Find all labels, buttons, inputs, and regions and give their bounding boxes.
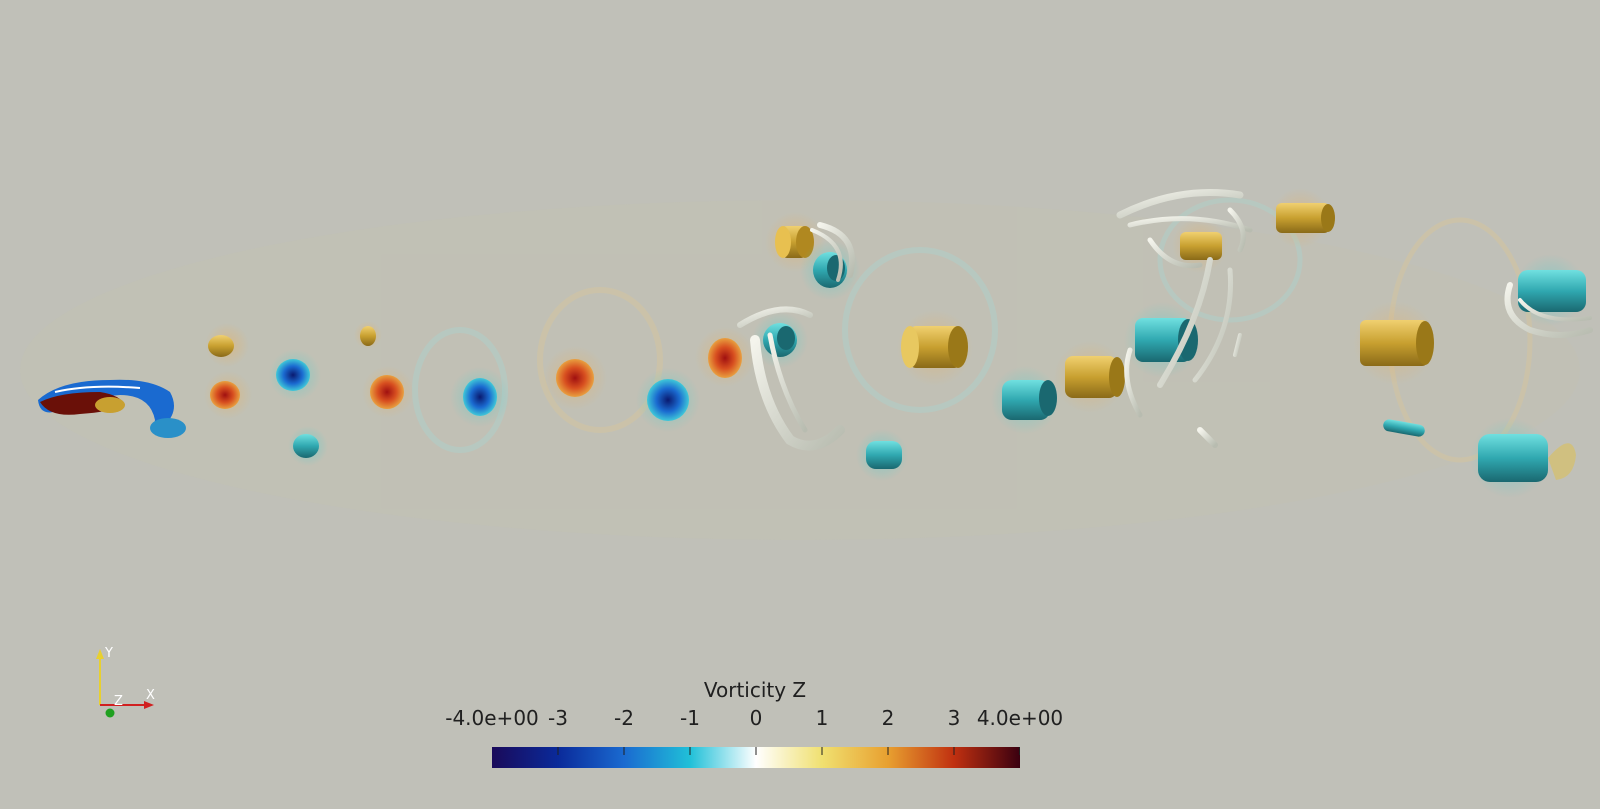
vortex-core-6 (362, 366, 414, 418)
vortex-tube-gold-5 (1172, 217, 1228, 273)
colorbar-tick-label: 3 (947, 706, 961, 730)
vortex-tube-teal-8 (1470, 418, 1576, 498)
vortex-core-4 (288, 426, 328, 466)
colorbar-tick-label: -1 (680, 706, 700, 730)
x-axis-label: X (146, 688, 155, 703)
vortex-core-5 (354, 321, 382, 349)
vortex-tube-gold-3 (1054, 341, 1126, 413)
colorbar-tick-label: -2 (614, 706, 634, 730)
vortex-core-3 (269, 349, 321, 401)
vortex-tube-gold-6 (1353, 301, 1437, 385)
vortex-core-10 (695, 327, 755, 387)
colorbar-tick-label: 1 (815, 706, 829, 730)
z-axis-dot (105, 708, 115, 718)
y-axis-arrow (96, 649, 104, 659)
colorbar (492, 747, 1020, 768)
vortex-core-8 (543, 346, 607, 410)
vortex-core-7 (450, 367, 510, 427)
colorbar-tick-label: 2 (881, 706, 895, 730)
colorbar-ticks (557, 747, 1020, 755)
colorbar-tick-label: 4.0e+00 (976, 706, 1064, 730)
vortex-core-1 (205, 323, 249, 367)
vortex-tube-teal-3 (856, 429, 908, 481)
colorbar-tick-label: -4.0e+00 (445, 706, 539, 730)
vortex-tube-teal-2 (752, 312, 808, 368)
vortex-tube-teal-7 (1514, 254, 1586, 326)
vortex-tube-gold-2 (897, 310, 973, 386)
orientation-axes: Y X Z (96, 646, 155, 718)
colorbar-title: Vorticity Z (703, 678, 807, 702)
x-axis-arrow (144, 701, 154, 709)
wake-origin-body (38, 379, 186, 438)
isosurface-wisps (737, 189, 1593, 451)
vortex-tube-gold-4 (1270, 188, 1335, 248)
colorbar-tick-label: -3 (548, 706, 568, 730)
vortex-core-9 (636, 368, 700, 432)
vortex-tube-teal-4 (991, 366, 1059, 434)
vortex-tube-teal-5 (1124, 302, 1200, 378)
colorbar-tick-label: 0 (749, 706, 763, 730)
vortex-core-2 (204, 371, 252, 419)
z-axis-label: Z (114, 694, 123, 709)
vortex-tube-teal-6 (1383, 419, 1425, 437)
y-axis-label: Y (104, 646, 113, 661)
